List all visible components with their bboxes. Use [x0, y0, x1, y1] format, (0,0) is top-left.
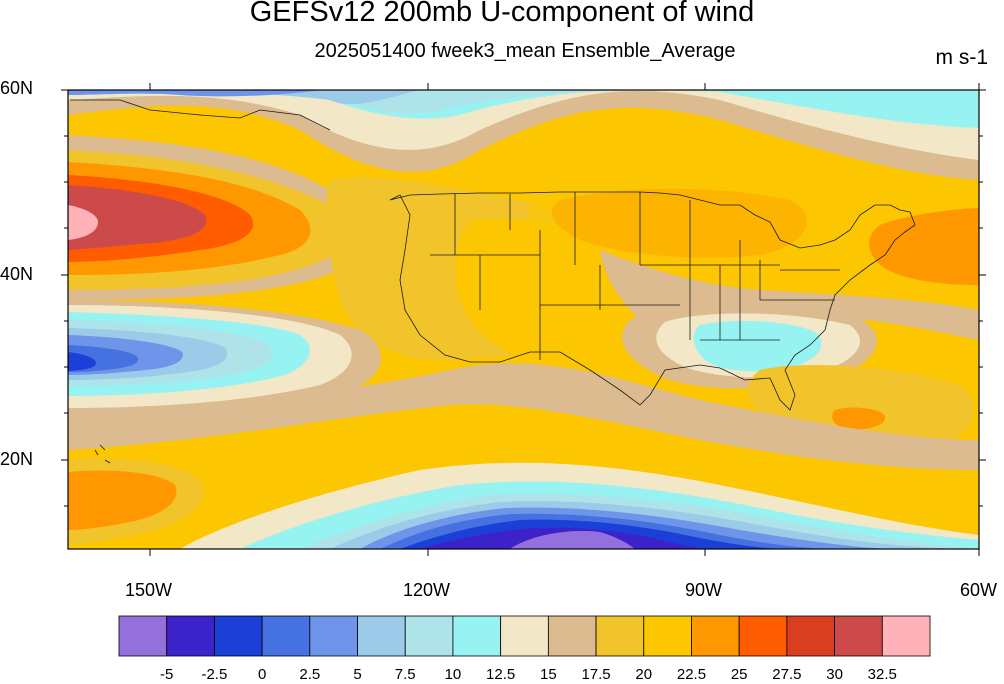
colorbar-swatch [357, 615, 406, 657]
colorbar-tick-label: 32.5 [867, 666, 897, 683]
north-band-75 [68, 90, 420, 105]
colorbar-tick-label: 7.5 [394, 666, 416, 683]
map-ticks [61, 83, 986, 556]
mid-band-175 [68, 363, 979, 470]
colorbar-swatch [404, 615, 454, 657]
colorbar-swatch [261, 615, 311, 657]
colorbar-swatch [691, 615, 740, 657]
wind-contours [68, 90, 979, 549]
colorbar [118, 615, 931, 657]
colorbar-tick-label: 17.5 [581, 666, 611, 683]
colorbar-swatch [643, 615, 692, 657]
lat-label-60n: 60N [0, 78, 34, 98]
colorbar-tick-label: 10 [444, 666, 462, 683]
colorbar-swatch [881, 615, 931, 657]
east-belt-175 [600, 250, 979, 340]
colorbar-swatch [309, 615, 358, 657]
lon-label-150w: 150W [125, 580, 173, 600]
colorbar-swatch [500, 615, 549, 657]
atlantic-25 [832, 407, 886, 430]
colorbar-swatch [595, 615, 645, 657]
colorbar-swatch [547, 615, 597, 657]
colorbar-tick-label: -2.5 [201, 666, 228, 683]
west-jet-30 [68, 185, 207, 250]
lat-label-40n: 40N [0, 264, 34, 284]
colorbar-swatch [786, 615, 835, 657]
colorbar-tick-label: 22.5 [676, 666, 707, 683]
colorbar-tick-label: 20 [635, 666, 653, 683]
colorbar-swatch [118, 615, 168, 657]
colorbar-tick-label: 0 [257, 666, 267, 683]
colorbar-tick-label: 5 [353, 666, 362, 683]
map-frame [67, 89, 980, 550]
chart-title: GEFSv12 200mb U-component of wind [249, 0, 755, 28]
southeast-125 [693, 320, 822, 372]
west-jet-325 [68, 205, 98, 240]
lon-label-90w: 90W [685, 580, 723, 600]
chart-subtitle: 2025051400 fweek3_mean Ensemble_Average [314, 40, 736, 62]
lon-label-60w: 60W [960, 580, 998, 600]
north-band-5 [68, 90, 320, 97]
north-band-15 [68, 90, 979, 160]
colorbar-swatch [214, 615, 263, 657]
great-lakes-225 [528, 176, 881, 270]
lat-label-20n: 20N [0, 449, 34, 469]
lon-label-120w: 120W [403, 580, 451, 600]
east-coast-25 [869, 208, 979, 285]
colorbar-tick-label: -5 [160, 666, 174, 683]
colorbar-tick-label: 12.5 [486, 666, 516, 683]
colorbar-swatch [834, 615, 883, 657]
colorbar-swatch [738, 615, 788, 657]
colorbar-tick-label: 2.5 [299, 666, 321, 683]
colorbar-swatch [166, 615, 215, 657]
colorbar-tick-label: 30 [826, 666, 843, 683]
south-min-neg5 [510, 530, 635, 549]
north-band-125 [68, 90, 979, 128]
colorbar-tick-label: 27.5 [772, 666, 802, 683]
colorbar-tick-label: 25 [730, 666, 748, 683]
colorbar-tick-label: 15 [540, 666, 557, 683]
north-band-10 [68, 90, 700, 115]
units-label: m s-1 [935, 46, 989, 69]
colorbar-swatch [452, 615, 502, 657]
coastlines-and-boundaries [70, 99, 916, 464]
pacific-min-0 [68, 352, 96, 371]
sw-tropics-25 [68, 470, 177, 530]
